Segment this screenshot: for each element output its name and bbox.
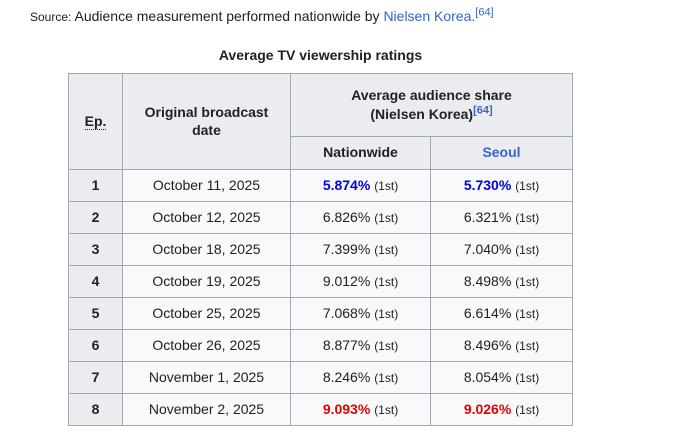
broadcast-date: October 11, 2025 [122,168,291,202]
rating-value: 6.826% [322,208,371,225]
table-row: 1 October 11, 2025 5.874% (1st) 5.730% (1st… [68,168,573,202]
rating-value: 9.093% [322,400,371,417]
episode-number: 8 [68,392,123,426]
column-header-episode: Ep. [68,72,123,170]
column-header-nationwide: Nationwide [290,135,431,170]
source-line: Source: Audience measurement performed n… [30,7,494,26]
broadcast-date: November 1, 2025 [122,360,291,394]
rating-rank: (1st) [515,274,540,289]
rating-value: 6.614% [463,304,512,321]
broadcast-date: October 12, 2025 [122,200,291,234]
episode-number: 3 [68,232,123,266]
rating-nationwide: 6.826% (1st) [290,200,431,234]
ratings-table: Average TV viewership ratings Ep. Origin… [68,46,573,426]
rating-seoul: 8.054% (1st) [430,360,573,394]
source-text: Audience measurement performed nationwid… [71,8,384,24]
episode-number: 5 [68,296,123,330]
episode-number: 6 [68,328,123,362]
table-caption: Average TV viewership ratings [218,47,423,63]
rating-seoul: 8.498% (1st) [430,264,573,298]
rating-nationwide: 9.012% (1st) [290,264,431,298]
broadcast-date: October 26, 2025 [122,328,291,362]
episode-number: 1 [68,168,123,202]
rating-value: 8.877% [322,336,371,353]
rating-seoul: 6.321% (1st) [430,200,573,234]
episode-number: 7 [68,360,123,394]
broadcast-date: October 18, 2025 [122,232,291,266]
rating-seoul: 8.496% (1st) [430,328,573,362]
rating-rank: (1st) [374,210,399,225]
table-row: 7 November 1, 2025 8.246% (1st) 8.054% (1st… [68,360,573,394]
column-header-date: Original broadcast date [122,72,291,170]
source-label: Source: [30,10,72,24]
source-reference: [64] [475,6,493,18]
rating-rank: (1st) [374,338,399,353]
rating-nationwide: 7.068% (1st) [290,296,431,330]
rating-value: 7.068% [322,304,371,321]
table-row: 5 October 25, 2025 7.068% (1st) 6.614% (1st… [68,296,573,330]
rating-value: 9.026% [463,400,512,417]
share-group-line1: Average audience share [351,87,512,103]
share-group-reference: [64] [473,104,493,116]
rating-rank: (1st) [374,370,399,385]
rating-seoul: 5.730% (1st) [430,168,573,202]
rating-value: 5.730% [463,176,512,193]
broadcast-date: October 19, 2025 [122,264,291,298]
table-row: 4 October 19, 2025 9.012% (1st) 8.498% (1st… [68,264,573,298]
broadcast-date: October 25, 2025 [122,296,291,330]
rating-rank: (1st) [374,242,399,257]
share-group-line2: (Nielsen Korea) [370,105,474,122]
rating-rank: (1st) [515,242,540,257]
column-header-seoul: Seoul [430,135,573,170]
rating-rank: (1st) [515,210,540,225]
rating-nationwide: 5.874% (1st) [290,168,431,202]
episode-number: 4 [68,264,123,298]
rating-seoul: 6.614% (1st) [430,296,573,330]
rating-value: 8.498% [463,272,512,289]
rating-seoul: 7.040% (1st) [430,232,573,266]
rating-value: 9.012% [322,272,371,289]
ratings-table-body: 1 October 11, 2025 5.874% (1st) 5.730% (1st… [68,168,573,426]
episode-number: 2 [68,200,123,234]
rating-rank: (1st) [515,402,540,417]
reference-64-link[interactable]: [64] [473,104,493,117]
column-header-share-group: Average audience share (Nielsen Korea)[64… [290,72,573,137]
header-row-sub: Nationwide Seoul [69,135,573,170]
rating-rank: (1st) [374,178,399,193]
rating-rank: (1st) [374,274,399,289]
rating-nationwide: 9.093% (1st) [290,392,431,426]
rating-nationwide: 8.246% (1st) [290,360,431,394]
reference-64-link[interactable]: [64] [475,6,494,19]
table-row: 3 October 18, 2025 7.399% (1st) 7.040% (1st… [68,232,573,266]
nielsen-korea-link[interactable]: Nielsen Korea. [383,8,476,24]
rating-value: 8.246% [322,368,371,385]
rating-rank: (1st) [374,402,399,417]
rating-nationwide: 8.877% (1st) [290,328,431,362]
header-row-group: Ep. Original broadcast date Average audi… [68,72,573,170]
seoul-link[interactable]: Seoul [482,144,521,161]
rating-value: 6.321% [463,208,512,225]
rating-seoul: 9.026% (1st) [430,392,573,426]
rating-value: 5.874% [322,176,371,193]
rating-rank: (1st) [515,338,540,353]
rating-rank: (1st) [515,306,540,321]
table-row: 6 October 26, 2025 8.877% (1st) 8.496% (1st… [68,328,573,362]
rating-rank: (1st) [374,306,399,321]
table-row: 8 November 2, 2025 9.093% (1st) 9.026% (1st… [68,392,573,426]
rating-value: 8.054% [463,368,512,385]
table-row: 2 October 12, 2025 6.826% (1st) 6.321% (1st… [68,200,573,234]
episode-abbr: Ep. [84,112,107,130]
rating-rank: (1st) [515,178,540,193]
rating-rank: (1st) [515,370,540,385]
rating-nationwide: 7.399% (1st) [290,232,431,266]
broadcast-date: November 2, 2025 [122,392,291,426]
rating-value: 7.399% [322,240,371,257]
rating-value: 8.496% [463,336,512,353]
rating-value: 7.040% [463,240,512,257]
